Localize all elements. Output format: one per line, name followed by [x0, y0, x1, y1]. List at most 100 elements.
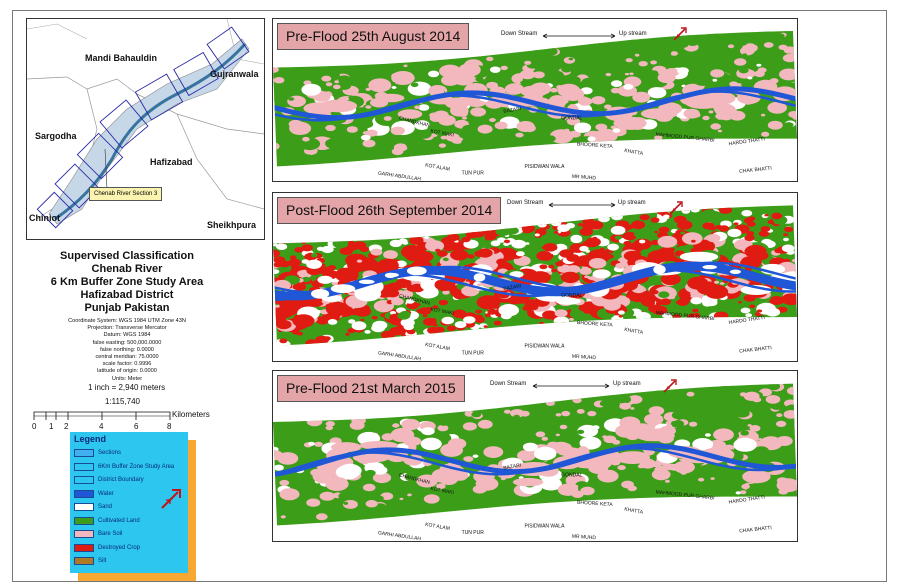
legend-swatch [74, 462, 94, 471]
land-patch [378, 66, 391, 75]
land-patch [525, 242, 530, 245]
land-patch [351, 321, 367, 331]
land-patch [579, 245, 589, 252]
village-label: CHAK BHATTI [739, 345, 772, 354]
legend-label: Water [98, 490, 114, 497]
land-patch [579, 267, 592, 275]
village-label: KOT MAKI [430, 128, 454, 138]
land-patch [701, 209, 718, 219]
direction-arrow-icon [542, 33, 616, 39]
land-patch [495, 226, 511, 236]
land-patch [686, 391, 695, 397]
sand-island [358, 279, 375, 284]
land-patch [332, 238, 349, 249]
land-patch [626, 294, 632, 298]
land-patch [359, 120, 374, 129]
land-patch [390, 126, 405, 136]
north-arrow-icon [663, 379, 677, 393]
land-patch [426, 60, 435, 66]
label-hafizabad: Hafizabad [150, 157, 193, 167]
legend-swatch [74, 476, 94, 484]
village-label: KOT ALAM [425, 162, 451, 172]
land-patch [717, 129, 723, 133]
land-patch [677, 41, 689, 48]
legend-label: Cultivated Land [98, 517, 140, 524]
land-patch [604, 104, 612, 110]
land-patch [463, 456, 474, 462]
land-patch [593, 79, 608, 89]
land-patch [483, 325, 488, 328]
legend: Legend Sections 6Km Buffer Zone Study Are… [70, 432, 188, 573]
land-patch [712, 78, 718, 82]
land-patch [611, 213, 623, 221]
land-patch [664, 479, 670, 483]
land-patch [420, 437, 442, 451]
land-patch [436, 250, 448, 257]
land-patch [744, 244, 767, 259]
land-patch [579, 227, 593, 236]
land-patch [532, 131, 543, 138]
legend-label: District Boundary [98, 477, 144, 483]
land-patch [727, 228, 742, 238]
land-patch [447, 233, 460, 242]
land-patch [418, 307, 432, 315]
land-patch [493, 305, 500, 309]
land-patch [580, 486, 595, 496]
land-patch [660, 273, 681, 286]
land-patch [548, 264, 555, 269]
land-patch [405, 298, 415, 304]
direction-up: Up stream [618, 200, 646, 206]
land-patch [753, 446, 770, 456]
land-patch [328, 265, 336, 270]
land-patch [534, 418, 549, 427]
land-patch [622, 231, 637, 241]
title-line: 6 Km Buffer Zone Study Area [50, 276, 204, 288]
land-patch [740, 430, 749, 436]
land-patch [756, 407, 770, 416]
land-patch [325, 138, 343, 149]
land-patch [573, 122, 592, 133]
land-patch [348, 319, 356, 324]
land-patch [734, 58, 747, 66]
land-patch [784, 226, 794, 232]
land-patch [338, 492, 351, 500]
land-patch [651, 290, 659, 295]
land-patch [634, 221, 645, 227]
land-patch [483, 143, 497, 152]
land-patch [549, 129, 574, 144]
land-patch [658, 226, 670, 234]
land-patch [306, 498, 321, 507]
land-patch [463, 501, 475, 509]
land-patch [776, 33, 785, 39]
scale-tick-4: 4 [99, 422, 104, 431]
land-patch [273, 520, 276, 524]
land-patch [729, 81, 738, 87]
land-patch [753, 41, 760, 46]
land-patch [273, 77, 285, 84]
land-patch [677, 67, 689, 75]
land-patch [477, 283, 482, 287]
land-patch [623, 240, 632, 246]
land-patch [399, 484, 411, 491]
land-patch [308, 441, 315, 446]
land-patch [686, 38, 699, 46]
land-patch [629, 72, 634, 76]
land-patch [513, 423, 523, 429]
land-patch [440, 490, 452, 497]
land-patch [648, 304, 663, 313]
land-patch [452, 309, 467, 319]
land-patch [741, 210, 753, 217]
land-patch [778, 488, 789, 495]
land-patch [301, 259, 310, 264]
land-patch [447, 438, 467, 450]
land-patch [648, 70, 659, 76]
land-patch [776, 478, 797, 493]
land-patch [524, 269, 534, 275]
land-patch [635, 244, 641, 248]
land-patch [618, 427, 626, 432]
land-patch [480, 140, 489, 146]
legend-title: Legend [74, 434, 107, 444]
land-patch [510, 409, 525, 418]
land-patch [304, 154, 312, 159]
land-patch [406, 329, 416, 335]
